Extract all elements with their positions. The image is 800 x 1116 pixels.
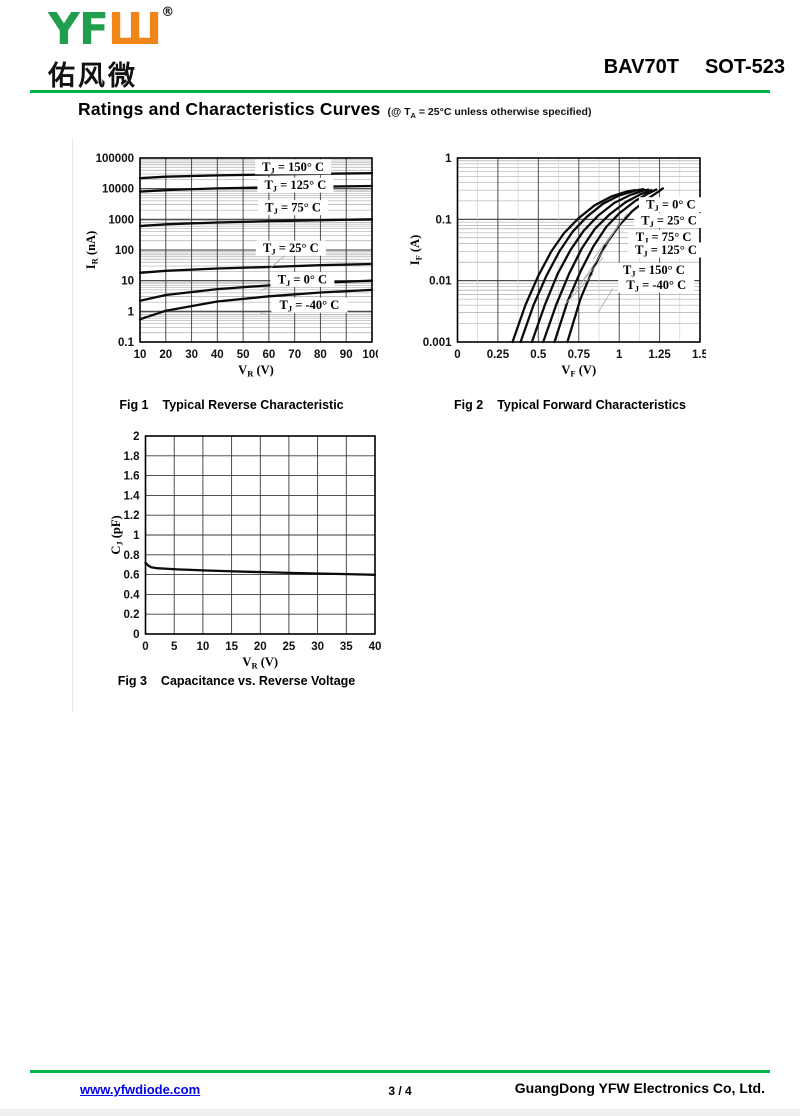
fig3-label: Fig 3 (117, 674, 147, 688)
svg-text:15: 15 (225, 641, 238, 653)
svg-text:10: 10 (121, 276, 134, 288)
svg-text:100: 100 (362, 349, 378, 361)
svg-text:TJ = 0° C: TJ = 0° C (646, 198, 695, 214)
svg-text:5: 5 (171, 641, 178, 653)
svg-text:70: 70 (288, 349, 301, 361)
svg-text:0.4: 0.4 (124, 589, 141, 601)
svg-text:30: 30 (311, 641, 324, 653)
svg-text:0.01: 0.01 (429, 276, 452, 288)
svg-text:1.5: 1.5 (692, 349, 706, 361)
section-title-row: Ratings and Characteristics Curves (@ TA… (78, 99, 591, 120)
page-title: Ratings and Characteristics Curves (78, 99, 381, 119)
svg-text:2: 2 (133, 431, 139, 443)
svg-text:TJ = 75° C: TJ = 75° C (265, 201, 321, 217)
svg-text:90: 90 (340, 349, 353, 361)
svg-text:1.2: 1.2 (124, 510, 140, 522)
svg-text:0.2: 0.2 (124, 609, 140, 621)
capacitance-chart: 0 5 10 15 20 25 30 35 40 2 1.8 1.6 1.4 1.2 1 0.8 0.6 0.4 0… (109, 430, 381, 671)
page-number: 3 / 4 (388, 1084, 412, 1098)
svg-text:TJ = 150° C: TJ = 150° C (262, 160, 324, 176)
svg-text:1: 1 (616, 349, 623, 361)
svg-text:TJ = -40° C: TJ = -40° C (280, 298, 340, 314)
svg-text:0: 0 (142, 641, 148, 653)
svg-text:40: 40 (211, 349, 224, 361)
website-link[interactable]: www.yfwdiode.com (80, 1082, 201, 1097)
figure-area-border (72, 138, 73, 712)
svg-text:0.5: 0.5 (530, 349, 547, 361)
part-number: BAV70T (603, 56, 679, 78)
svg-text:TJ = 75° C: TJ = 75° C (636, 230, 692, 246)
svg-text:IR (nA): IR (nA) (85, 231, 100, 269)
fig3-caption: Fig 3 Capacitance vs. Reverse Voltage (90, 674, 383, 688)
svg-text:TJ = 150° C: TJ = 150° C (623, 263, 685, 279)
svg-text:1.25: 1.25 (648, 349, 671, 361)
svg-text:100000: 100000 (96, 153, 134, 165)
svg-text:30: 30 (185, 349, 198, 361)
logo-latin-text: YFШ® (48, 6, 174, 53)
svg-text:1000: 1000 (108, 214, 134, 226)
company-name: GuangDong YFW Electronics Co, Ltd. (514, 1080, 765, 1096)
svg-text:0: 0 (133, 629, 139, 641)
svg-text:VF (V): VF (V) (561, 363, 596, 378)
forward-characteristics-chart: TJ = 0° C TJ = 25° C TJ = 75° C TJ = 125° C… (408, 152, 709, 379)
svg-text:TJ = 125° C: TJ = 125° C (264, 178, 326, 194)
svg-text:0.75: 0.75 (568, 349, 591, 361)
fig2-label: Fig 2 (454, 398, 484, 412)
footer-rule (30, 1070, 770, 1073)
svg-text:TJ = 25° C: TJ = 25° C (263, 241, 319, 257)
fig1-title: Typical Reverse Characteristic (162, 398, 344, 412)
svg-text:0.6: 0.6 (124, 570, 140, 582)
logo-yf-text: YF (48, 4, 109, 55)
svg-text:TJ = 25° C: TJ = 25° C (641, 214, 697, 230)
svg-text:40: 40 (369, 641, 381, 653)
svg-text:0.25: 0.25 (487, 349, 510, 361)
svg-text:IF (A): IF (A) (409, 235, 424, 266)
svg-text:VR (V): VR (V) (242, 655, 278, 670)
svg-text:1: 1 (128, 306, 135, 318)
svg-text:10: 10 (197, 641, 210, 653)
svg-text:50: 50 (237, 349, 250, 361)
header-rule (30, 90, 770, 93)
svg-text:TJ = 0° C: TJ = 0° C (278, 272, 327, 288)
svg-text:0.1: 0.1 (118, 337, 135, 349)
svg-text:25: 25 (283, 641, 296, 653)
logo-w-mark: Ш (107, 4, 162, 55)
reverse-characteristic-chart: TJ = 150° C TJ = 125° C TJ = 75° C TJ = 25°… (84, 152, 382, 379)
svg-text:20: 20 (159, 349, 172, 361)
svg-text:0: 0 (454, 349, 460, 361)
svg-text:80: 80 (314, 349, 327, 361)
fig2-title: Typical Forward Characteristics (497, 398, 686, 412)
svg-text:1.6: 1.6 (124, 471, 140, 483)
bottom-band (0, 1109, 800, 1116)
fig1-caption: Fig 1 Typical Reverse Characteristic (85, 398, 378, 412)
svg-text:CJ (pF): CJ (pF) (110, 515, 125, 554)
svg-text:TJ = -40° C: TJ = -40° C (626, 278, 686, 294)
yfw-logo: YFШ® 佑风微 (48, 6, 174, 93)
svg-text:35: 35 (340, 641, 353, 653)
svg-text:1.4: 1.4 (124, 490, 141, 502)
test-condition-note: (@ TA = 25°C unless otherwise specified) (387, 106, 592, 121)
logo-cjk-text: 佑风微 (48, 61, 138, 92)
svg-text:0.001: 0.001 (423, 337, 452, 349)
part-number-header: BAV70T SOT-523 (604, 56, 785, 79)
fig3-title: Capacitance vs. Reverse Voltage (160, 674, 356, 688)
fig1-label: Fig 1 (119, 398, 149, 412)
svg-text:10: 10 (134, 349, 147, 361)
svg-text:0.8: 0.8 (124, 550, 141, 562)
registered-trademark-icon: ® (161, 5, 175, 20)
svg-text:0.1: 0.1 (436, 214, 453, 226)
svg-text:1: 1 (445, 153, 452, 165)
svg-text:60: 60 (263, 349, 276, 361)
fig2-caption: Fig 2 Typical Forward Characteristics (425, 398, 715, 412)
svg-text:20: 20 (254, 641, 267, 653)
svg-text:100: 100 (115, 245, 134, 257)
package-name: SOT-523 (704, 56, 785, 78)
svg-text:1: 1 (133, 530, 140, 542)
svg-text:1.8: 1.8 (124, 451, 141, 463)
svg-text:VR (V): VR (V) (238, 363, 274, 378)
svg-text:TJ = 125° C: TJ = 125° C (635, 243, 697, 259)
svg-text:10000: 10000 (102, 184, 134, 196)
